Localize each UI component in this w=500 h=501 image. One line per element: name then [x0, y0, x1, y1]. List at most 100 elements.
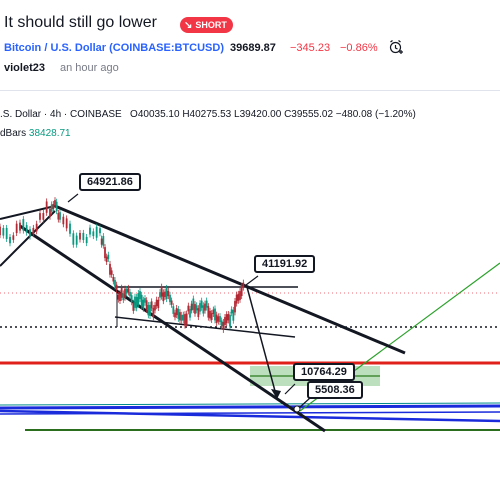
badge-label: SHORT: [195, 20, 227, 30]
candle-body: [235, 294, 238, 304]
candle-body: [160, 286, 163, 297]
candle-body: [145, 300, 148, 310]
candle-body: [109, 263, 111, 275]
candle-body: [170, 300, 173, 305]
candle-body: [120, 287, 123, 298]
candle-body: [147, 305, 150, 316]
candle-body: [164, 291, 166, 298]
candle-body: [54, 200, 56, 205]
candle-body: [85, 236, 88, 244]
candle-body: [137, 293, 140, 305]
candle-body: [57, 212, 60, 220]
pointer-target2: [299, 397, 311, 408]
candle-body: [240, 286, 243, 296]
candle-body: [39, 213, 41, 220]
candle-body: [100, 238, 103, 245]
candle-body: [134, 296, 136, 308]
candle-body: [107, 254, 110, 259]
candle-body: [237, 293, 240, 301]
indicator-value: 38428.71: [28, 128, 71, 139]
candle-body: [59, 212, 61, 220]
candle-body: [217, 316, 220, 322]
blue-line-3: [0, 411, 500, 415]
candle-body: [210, 313, 213, 320]
candle-body: [194, 304, 196, 314]
candle-body: [50, 204, 53, 212]
chart-legend-ohlc: .S. Dollar · 4h · COINBASE O40035.10 H40…: [0, 109, 416, 120]
candle-body: [219, 316, 221, 323]
candle-body: [139, 291, 141, 300]
target-marker: [293, 405, 301, 413]
candle-body: [192, 298, 195, 310]
candle-body: [12, 235, 15, 240]
candle-body: [165, 287, 168, 300]
candle-body: [180, 314, 183, 321]
arrow-down-right-icon: ↘: [184, 19, 193, 31]
candle-body: [212, 309, 215, 314]
alarm-clock-plus-icon[interactable]: [388, 39, 404, 55]
idea-header: It should still go lower ↘ SHORT Bitcoin…: [0, 0, 500, 90]
candles: [0, 197, 245, 333]
legend-ohlc-values: O40035.10 H40275.53 L39420.00 C39555.02 …: [130, 109, 416, 120]
label-high[interactable]: 64921.86: [79, 173, 141, 191]
candle-body: [222, 321, 225, 330]
candle-body: [132, 302, 135, 311]
candle-body: [69, 223, 71, 234]
candle-body: [72, 233, 75, 245]
idea-title: It should still go lower: [4, 14, 157, 31]
candle-body: [224, 317, 226, 325]
candle-body: [115, 284, 118, 291]
label-target2[interactable]: 5508.36: [307, 381, 363, 399]
candle-body: [207, 306, 210, 318]
candle-body: [179, 312, 181, 321]
price-change-percent: −0.86%: [340, 42, 378, 54]
candle-body: [234, 301, 236, 313]
candle-body: [204, 303, 206, 311]
candle-body: [110, 270, 113, 275]
candle-body: [190, 303, 193, 311]
price-chart[interactable]: [0, 91, 500, 501]
blue-line-2: [0, 409, 500, 423]
candle-body: [49, 208, 51, 217]
candle-body: [45, 201, 48, 213]
candle-body: [205, 300, 208, 308]
candle-body: [122, 293, 125, 301]
candle-body: [0, 226, 1, 236]
candle-body: [182, 314, 185, 321]
candle-body: [2, 228, 5, 236]
label-mid[interactable]: 41191.92: [254, 255, 316, 273]
author-name[interactable]: violet23: [4, 62, 45, 74]
candle-body: [227, 313, 230, 321]
candle-body: [119, 293, 121, 302]
candle-body: [157, 299, 160, 308]
candle-body: [92, 231, 95, 237]
pointer-mid: [245, 275, 259, 286]
candle-body: [5, 227, 8, 239]
candle-body: [62, 216, 65, 225]
candle-body: [112, 276, 115, 282]
candle-body: [144, 298, 146, 303]
candle-body: [75, 235, 78, 245]
candle-body: [35, 223, 38, 232]
label-target1[interactable]: 10764.29: [293, 363, 355, 381]
projection-arrow-line: [246, 286, 276, 392]
candle-body: [187, 305, 190, 312]
symbol-link[interactable]: Bitcoin / U.S. Dollar (COINBASE:BTCUSD): [4, 42, 225, 54]
channel-upper: [54, 204, 406, 355]
candle-body: [202, 305, 205, 314]
candle-body: [229, 314, 231, 327]
candle-body: [15, 223, 18, 234]
candle-body: [159, 292, 161, 298]
candle-body: [189, 308, 191, 318]
indicator-name: dBars: [0, 128, 27, 139]
candle-body: [124, 288, 126, 298]
chart-area[interactable]: .S. Dollar · 4h · COINBASE O40035.10 H40…: [0, 90, 500, 501]
candle-body: [125, 288, 128, 294]
candle-body: [225, 314, 228, 324]
projection-arrowhead: [271, 389, 281, 399]
candle-body: [32, 227, 35, 235]
publish-time: an hour ago: [60, 62, 119, 74]
candle-body: [22, 219, 25, 231]
candle-body: [214, 308, 216, 321]
teal-line: [0, 402, 500, 406]
